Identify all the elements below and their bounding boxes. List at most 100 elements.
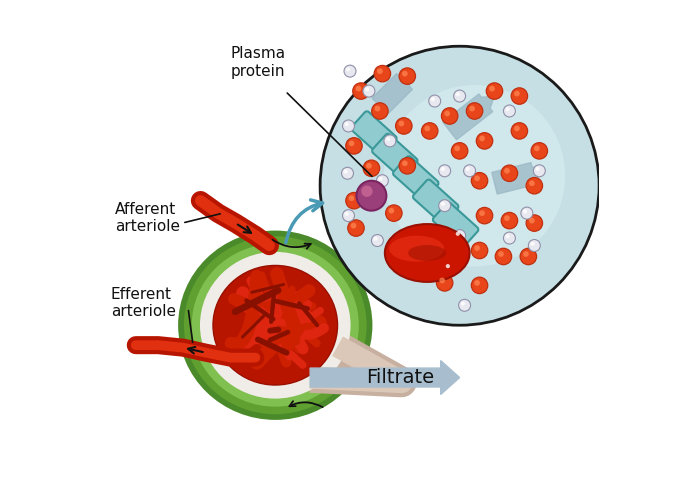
Circle shape	[389, 208, 394, 213]
Circle shape	[402, 160, 407, 166]
Circle shape	[463, 165, 475, 177]
Circle shape	[505, 234, 510, 238]
Circle shape	[511, 123, 528, 139]
Circle shape	[529, 180, 535, 186]
Circle shape	[342, 167, 354, 179]
Circle shape	[454, 229, 466, 241]
Circle shape	[344, 169, 348, 173]
Circle shape	[377, 175, 389, 187]
Circle shape	[498, 251, 504, 257]
Circle shape	[531, 143, 547, 159]
Circle shape	[439, 165, 451, 177]
Text: Afferent
arteriole: Afferent arteriole	[115, 202, 180, 234]
Circle shape	[501, 165, 518, 181]
Circle shape	[374, 66, 391, 82]
FancyBboxPatch shape	[413, 179, 459, 224]
Circle shape	[466, 103, 483, 119]
Circle shape	[526, 215, 542, 231]
Circle shape	[514, 91, 520, 97]
Circle shape	[474, 175, 480, 181]
Circle shape	[399, 158, 416, 174]
Circle shape	[344, 212, 349, 216]
Circle shape	[495, 248, 512, 265]
Circle shape	[344, 65, 356, 77]
Circle shape	[504, 168, 510, 174]
Circle shape	[474, 245, 480, 251]
Circle shape	[454, 145, 460, 151]
FancyArrow shape	[492, 162, 545, 194]
Circle shape	[384, 135, 395, 147]
Circle shape	[379, 177, 383, 181]
Circle shape	[533, 165, 545, 177]
Circle shape	[361, 185, 372, 197]
Circle shape	[399, 68, 416, 84]
Circle shape	[476, 207, 493, 224]
Circle shape	[349, 140, 354, 146]
FancyBboxPatch shape	[351, 111, 397, 156]
Ellipse shape	[200, 252, 351, 399]
Circle shape	[454, 90, 466, 102]
Circle shape	[421, 123, 438, 139]
Circle shape	[430, 97, 435, 101]
Circle shape	[366, 163, 372, 169]
Circle shape	[466, 167, 470, 171]
Circle shape	[456, 231, 460, 236]
Circle shape	[320, 46, 599, 325]
Circle shape	[458, 299, 470, 311]
Circle shape	[489, 86, 495, 92]
Circle shape	[526, 177, 542, 194]
Circle shape	[353, 83, 369, 99]
Text: Efferent
arteriole: Efferent arteriole	[111, 287, 176, 319]
Circle shape	[342, 209, 354, 221]
Circle shape	[398, 121, 404, 126]
Text: Filtrate: Filtrate	[366, 368, 434, 387]
Ellipse shape	[178, 230, 372, 420]
Circle shape	[476, 133, 493, 149]
Circle shape	[363, 160, 379, 176]
Circle shape	[444, 111, 450, 116]
Circle shape	[440, 278, 445, 283]
Circle shape	[444, 262, 456, 274]
Circle shape	[424, 126, 430, 131]
Circle shape	[503, 232, 515, 244]
Text: Plasma
protein: Plasma protein	[230, 46, 286, 79]
Circle shape	[428, 95, 441, 107]
Ellipse shape	[184, 236, 367, 414]
Circle shape	[374, 236, 378, 241]
Circle shape	[395, 118, 412, 134]
Circle shape	[386, 205, 402, 221]
Ellipse shape	[408, 245, 447, 261]
Circle shape	[480, 210, 485, 216]
Circle shape	[480, 136, 485, 141]
Circle shape	[374, 106, 380, 111]
Circle shape	[531, 241, 535, 246]
Circle shape	[471, 242, 488, 259]
Circle shape	[372, 103, 388, 119]
Circle shape	[523, 209, 527, 213]
FancyBboxPatch shape	[372, 134, 418, 178]
Circle shape	[441, 202, 445, 206]
Ellipse shape	[213, 266, 337, 385]
Circle shape	[365, 87, 369, 91]
Circle shape	[505, 107, 510, 111]
Circle shape	[439, 200, 451, 211]
Circle shape	[346, 192, 362, 209]
Circle shape	[528, 239, 540, 252]
Circle shape	[402, 71, 407, 77]
Circle shape	[536, 167, 540, 171]
Circle shape	[534, 145, 540, 151]
Circle shape	[356, 181, 386, 210]
Circle shape	[469, 106, 475, 111]
Circle shape	[452, 143, 468, 159]
Circle shape	[384, 85, 565, 267]
Circle shape	[442, 108, 458, 124]
Circle shape	[529, 218, 535, 223]
Circle shape	[363, 85, 375, 97]
FancyArrow shape	[310, 361, 460, 394]
Circle shape	[456, 92, 460, 96]
Circle shape	[486, 83, 503, 99]
Circle shape	[461, 302, 465, 306]
Ellipse shape	[192, 244, 359, 407]
FancyBboxPatch shape	[433, 202, 479, 247]
Circle shape	[521, 207, 533, 219]
